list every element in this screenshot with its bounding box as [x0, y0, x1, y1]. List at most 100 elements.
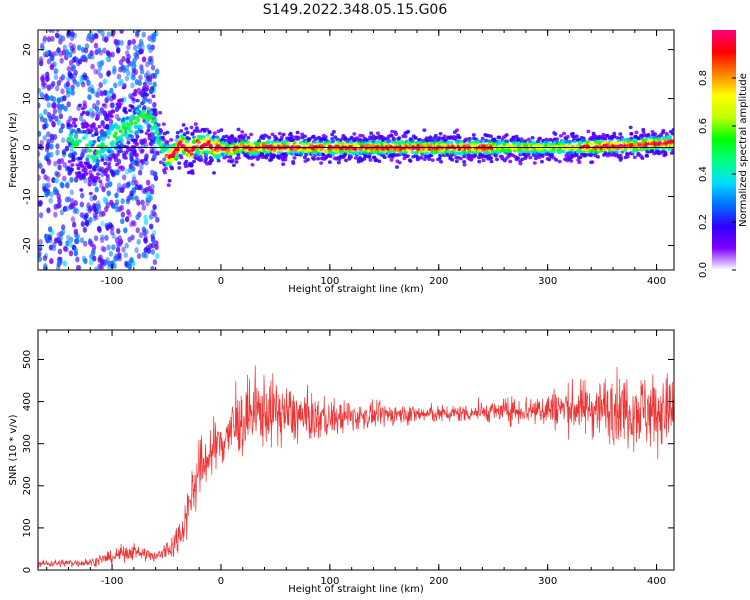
- y-tick-label: 300: [22, 434, 33, 453]
- spectrogram-cell: [116, 103, 121, 107]
- y-tick-label: 0: [22, 144, 33, 150]
- spectrogram-cell: [73, 151, 78, 156]
- spectrogram-cell: [134, 184, 140, 191]
- spectrogram-cell: [136, 253, 142, 260]
- spectrogram-cell: [43, 82, 48, 89]
- spectrogram-cell: [57, 248, 63, 255]
- spectrogram-cell: [94, 186, 99, 193]
- spectrogram-x-ticks: -100 0 100 200 300 400: [46, 30, 666, 287]
- spectrogram-cell: [494, 157, 499, 162]
- spectrogram-cell: [410, 139, 415, 143]
- spectrogram-cell: [58, 240, 63, 247]
- spectrogram-cell: [127, 236, 132, 243]
- spectrogram-cell: [42, 123, 47, 130]
- spectrogram-cell: [125, 145, 130, 149]
- spectrogram-cell: [46, 131, 51, 138]
- spectrogram-cell: [516, 156, 521, 160]
- spectrogram-cell: [653, 132, 658, 136]
- spectrogram-cell: [113, 39, 119, 46]
- spectrogram-cell: [91, 122, 96, 127]
- spectrogram-cell: [100, 120, 105, 127]
- spectrogram-cell: [533, 156, 538, 160]
- spectrogram-cell: [87, 32, 92, 39]
- spectrogram-cell: [93, 235, 99, 242]
- spectrogram-cell: [48, 30, 53, 33]
- spectrogram-cell: [73, 176, 79, 183]
- spectrogram-cell: [38, 130, 42, 137]
- spectrogram-cell: [149, 223, 154, 230]
- spectrogram-cell: [99, 24, 103, 30]
- spectrogram-cell: [561, 149, 566, 154]
- spectrogram-cell: [145, 179, 151, 186]
- spectrogram-cell: [120, 198, 125, 205]
- spectrogram-cell: [523, 156, 528, 160]
- spectrogram-cell: [141, 109, 146, 114]
- spectrogram-cell: [92, 194, 98, 201]
- spectrogram-cell: [161, 122, 166, 126]
- spectrogram-cell: [156, 123, 161, 127]
- spectrogram-cell: [131, 74, 136, 81]
- spectrogram-cell: [150, 64, 156, 71]
- spectrogram-cell: [129, 130, 134, 134]
- spectrogram-cell: [38, 174, 41, 181]
- spectrogram-cell: [79, 188, 84, 192]
- spectrogram-cell: [101, 210, 106, 217]
- spectrogram-cell: [40, 73, 46, 80]
- spectrogram-cell: [192, 159, 197, 164]
- spectrogram-cell: [80, 220, 86, 227]
- spectrogram-cell: [85, 157, 90, 161]
- spectrogram-cell: [184, 126, 189, 131]
- spectrogram-cell: [152, 101, 157, 108]
- spectrogram-cell: [51, 245, 57, 252]
- spectrogram-cell: [634, 130, 639, 135]
- spectrogram-cell: [304, 152, 309, 157]
- spectrogram-cell: [94, 117, 99, 121]
- spectrogram-cell: [81, 148, 87, 155]
- spectrogram-cell: [458, 156, 463, 161]
- spectrogram-cell: [76, 166, 81, 171]
- spectrogram-cell: [448, 135, 453, 139]
- spectrogram-cell: [309, 143, 314, 147]
- spectrogram-cell: [90, 249, 96, 256]
- spectrogram-cell: [42, 37, 47, 44]
- spectrogram-cell: [89, 23, 93, 29]
- spectrogram-cell: [202, 139, 207, 144]
- spectrogram-cell: [121, 246, 126, 253]
- spectrogram-cell: [81, 54, 86, 61]
- spectrogram-cell: [590, 160, 595, 164]
- spectrogram-cell: [58, 127, 63, 134]
- spectrogram-cell: [82, 100, 87, 107]
- spectrogram-cell: [118, 238, 124, 245]
- spectrogram-cell: [291, 161, 296, 166]
- spectrogram-cell: [289, 134, 294, 139]
- spectrogram-cell: [526, 152, 531, 157]
- spectrogram-cell: [151, 132, 156, 137]
- spectrogram-cell: [591, 131, 596, 136]
- spectrogram-cell: [199, 158, 204, 162]
- spectrogram-cell: [437, 141, 442, 145]
- spectrogram-cell: [135, 109, 140, 114]
- spectrogram-cell: [65, 81, 70, 88]
- spectrogram-cell: [60, 137, 66, 144]
- spectrogram-cell: [150, 36, 155, 43]
- spectrogram-cell: [116, 47, 121, 54]
- spectrogram-cell: [305, 157, 310, 162]
- spectrogram-cell: [131, 176, 137, 183]
- spectrogram-cell: [101, 35, 107, 42]
- y-tick-label: 0: [22, 567, 33, 573]
- x-tick-label: 200: [429, 276, 448, 287]
- spectrogram-cell: [453, 135, 458, 140]
- spectrogram-cell: [145, 244, 150, 251]
- spectrogram-cell: [132, 145, 137, 149]
- spectrogram-cell: [123, 252, 128, 259]
- spectrogram-cell: [62, 205, 68, 212]
- spectrogram-cell: [349, 135, 354, 140]
- spectrogram-cell: [120, 118, 125, 123]
- x-tick-label: 200: [429, 576, 448, 587]
- spectrogram-cell: [83, 214, 88, 221]
- spectrogram-cell: [100, 220, 105, 227]
- spectrogram-cell: [59, 209, 65, 216]
- spectrogram-cell: [60, 88, 65, 95]
- spectrogram-cell: [110, 144, 115, 148]
- spectrogram-cell: [68, 241, 73, 248]
